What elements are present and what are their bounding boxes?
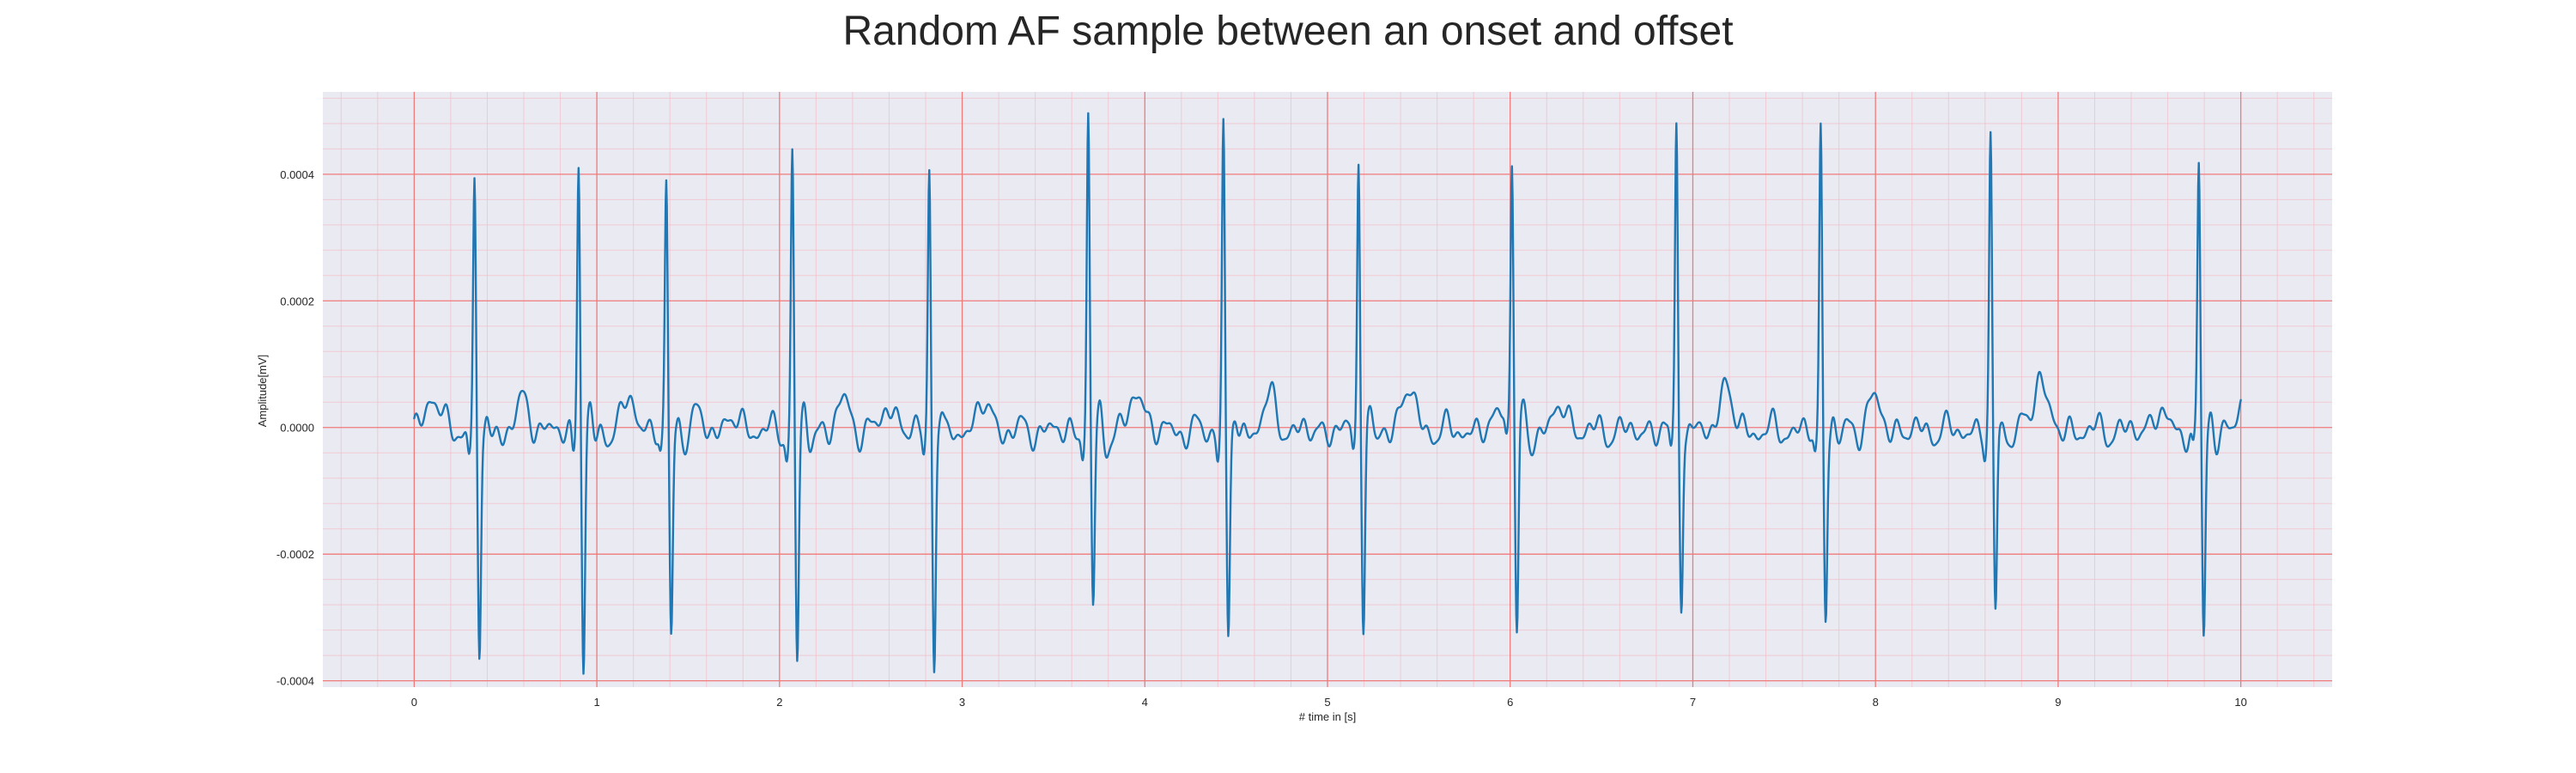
- x-tick-label: 7: [1690, 696, 1696, 709]
- y-tick-label: -0.0004: [276, 675, 314, 688]
- major-grid: [323, 92, 2332, 687]
- x-tick-label: 4: [1142, 696, 1148, 709]
- ecg-series-line: [413, 112, 2242, 675]
- x-axis-ticks: 0 1 2 3 4 5 6 7 8 9 10: [411, 696, 2247, 709]
- y-axis-label: Amplitude[mV]: [256, 355, 269, 428]
- x-tick-label: 3: [959, 696, 965, 709]
- x-tick-label: 0: [411, 696, 417, 709]
- x-tick-label: 1: [593, 696, 599, 709]
- y-tick-label: 0.0000: [280, 422, 314, 435]
- y-tick-label: 0.0002: [280, 295, 314, 307]
- x-axis-label: # time in [s]: [1299, 710, 1356, 723]
- x-tick-label: 10: [2234, 696, 2246, 709]
- chart-title: Random AF sample between an onset and of…: [842, 9, 1733, 54]
- x-tick-label: 2: [776, 696, 782, 709]
- x-tick-label: 5: [1324, 696, 1330, 709]
- y-axis-ticks: -0.0004 -0.0002 0.0000 0.0002 0.0004: [276, 168, 314, 688]
- y-tick-label: 0.0004: [280, 168, 314, 181]
- x-tick-label: 6: [1507, 696, 1513, 709]
- x-tick-label: 9: [2055, 696, 2061, 709]
- x-tick-label: 8: [1873, 696, 1879, 709]
- y-tick-label: -0.0002: [276, 548, 314, 561]
